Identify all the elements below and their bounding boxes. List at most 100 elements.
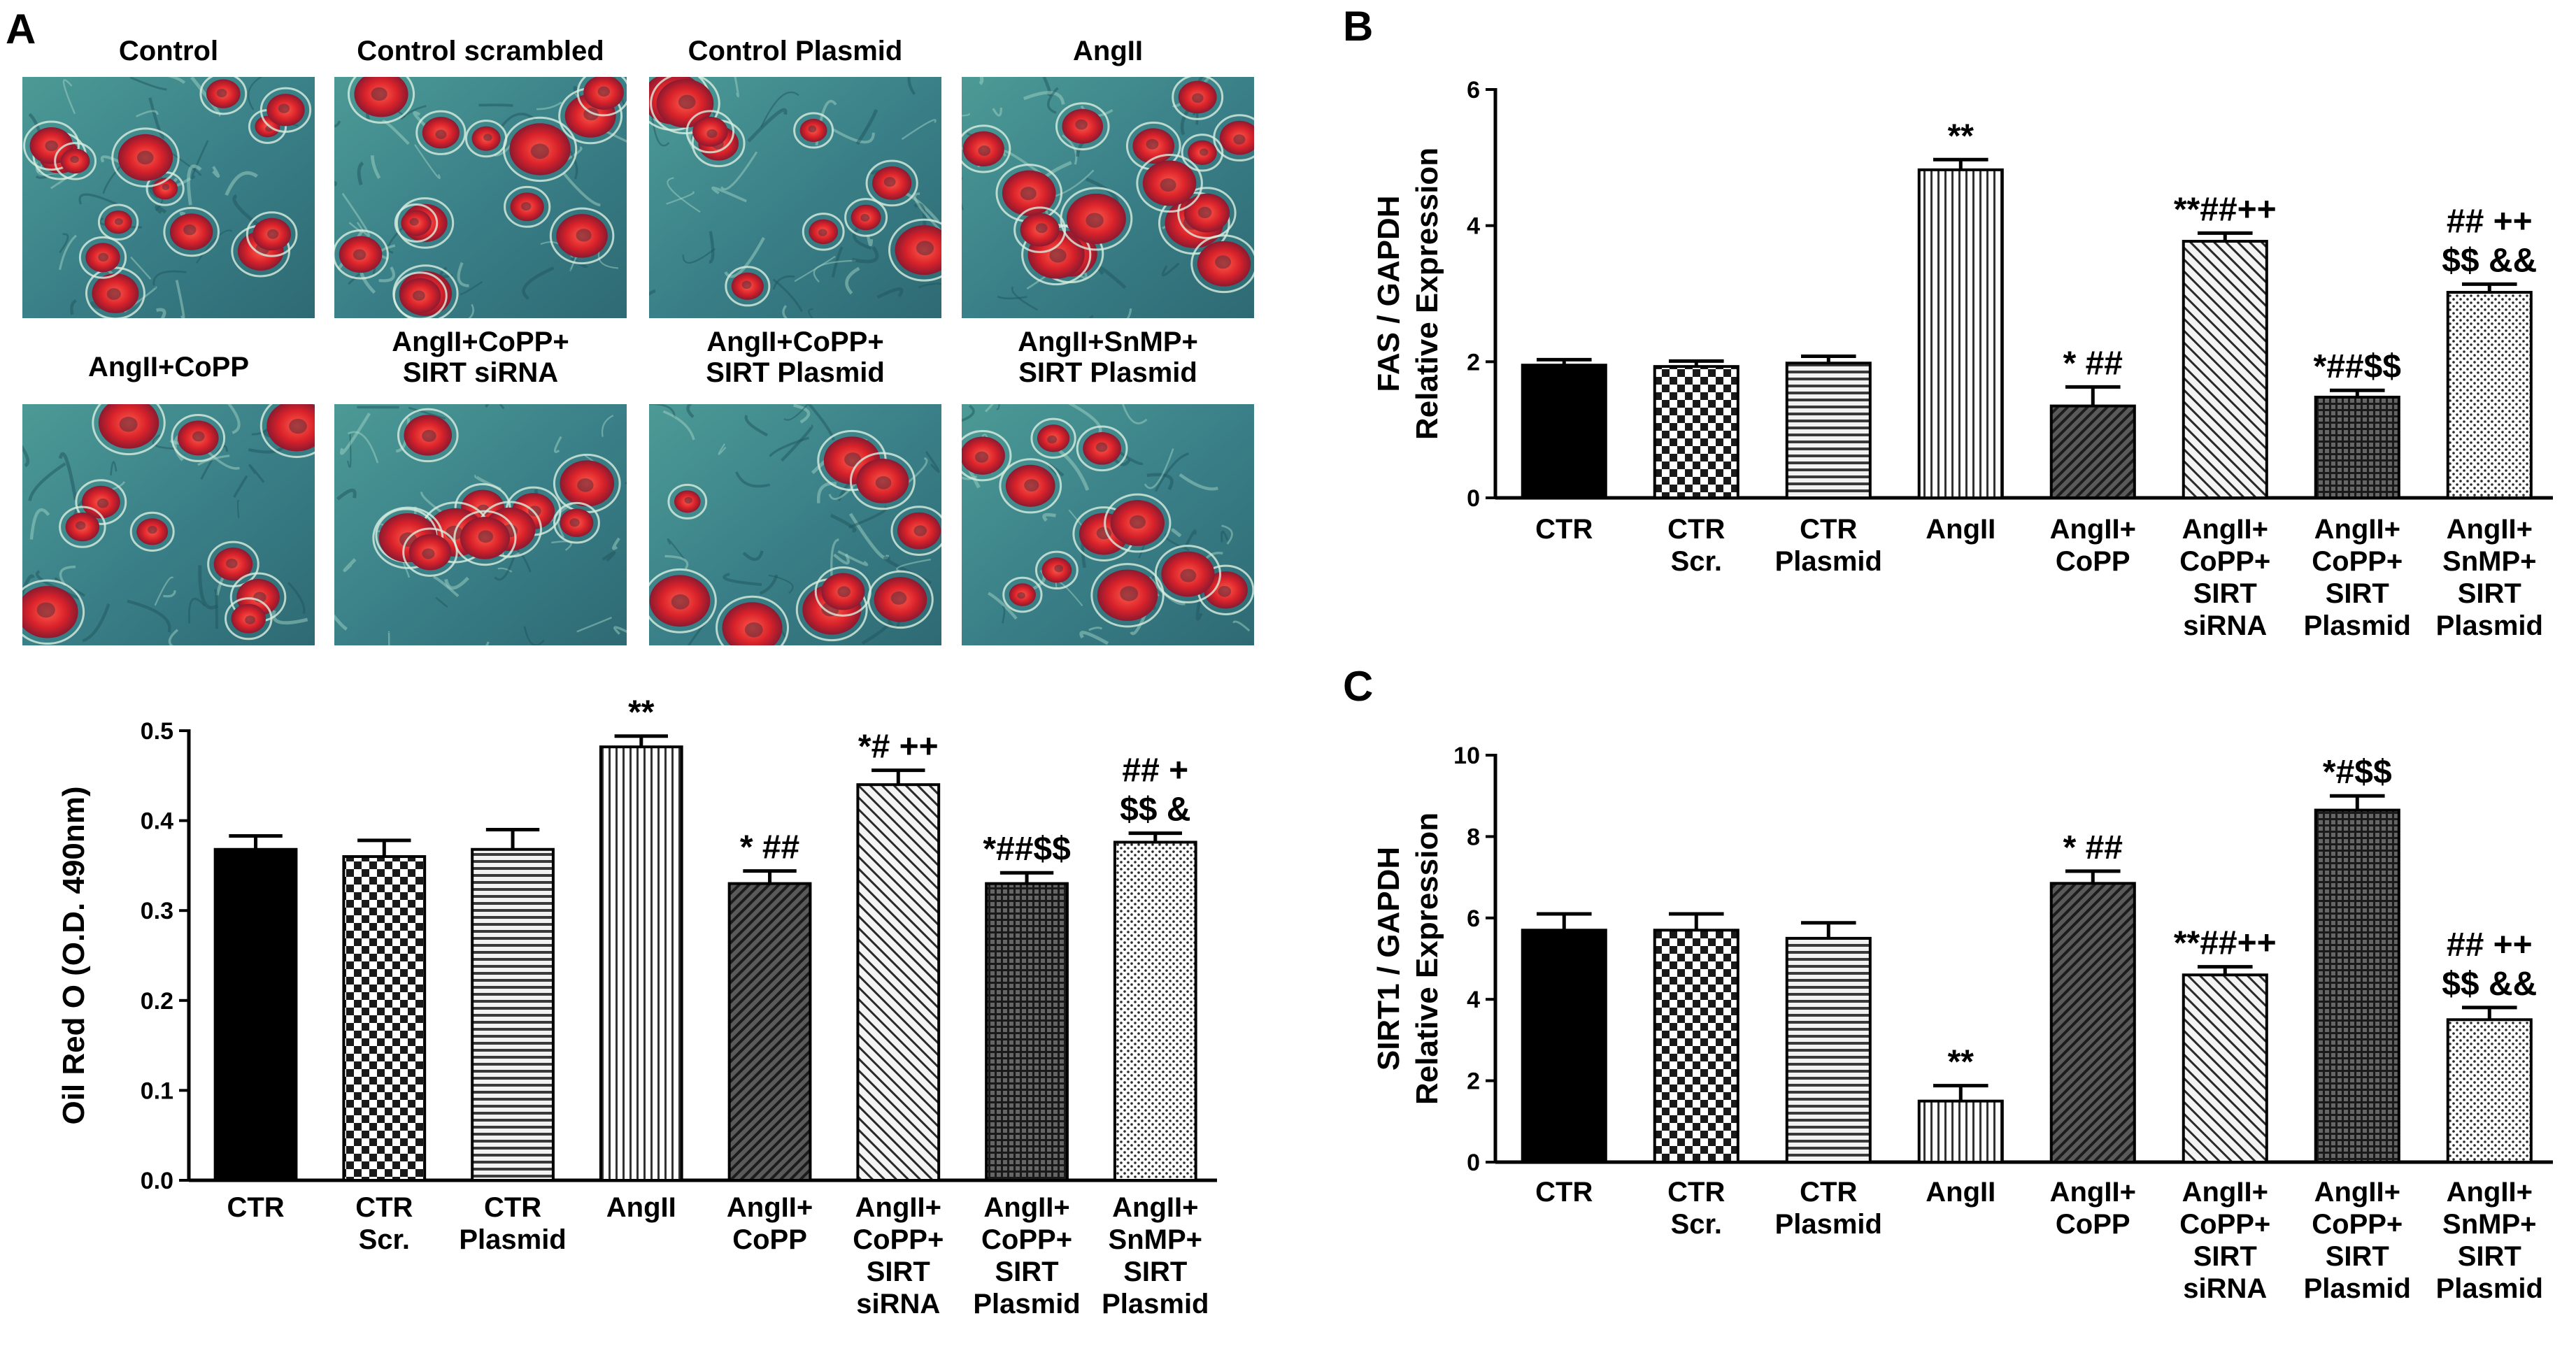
category-label: AngII+ CoPP+ SIRT Plasmid — [973, 1192, 1080, 1319]
significance-label: *# ++ — [858, 729, 939, 766]
bar — [213, 847, 298, 1182]
micrograph-image — [334, 77, 627, 318]
bar — [1917, 168, 2004, 499]
chart-oil-red-o: 0.0 0.1 0.2 0.3 0.4 0.5 Oil Red O (O.D. 490nm)… — [57, 694, 1217, 1319]
bar — [1113, 840, 1197, 1182]
bar — [856, 783, 941, 1182]
bar — [471, 847, 555, 1182]
micrograph-title: AngII — [1073, 36, 1143, 66]
category-label: AngII+ CoPP+ SIRT Plasmid — [2304, 1177, 2411, 1304]
y-axis-subtitle: Relative Expression — [1410, 148, 1444, 440]
significance-label: ## + — [1122, 752, 1188, 789]
significance-label: *##$$ — [983, 831, 1071, 868]
bar — [2049, 882, 2136, 1164]
significance-label: $$ && — [2442, 242, 2537, 279]
category-label: AngII+ SnMP+ SIRT Plasmid — [2436, 1177, 2543, 1304]
bar — [2182, 240, 2268, 499]
bar — [2182, 973, 2268, 1164]
bar — [2446, 291, 2533, 499]
significance-label: **##++ — [2174, 925, 2277, 962]
category-label: CTR Plasmid — [459, 1192, 566, 1255]
bar — [1785, 362, 1872, 500]
category-label: AngII+ CoPP — [2050, 1177, 2136, 1240]
micrograph-title: AngII+CoPP — [88, 352, 249, 382]
category-label: CTR Plasmid — [1775, 1177, 1882, 1240]
category-label: CTR — [1535, 514, 1593, 545]
category-label: CTR — [227, 1192, 284, 1223]
micrograph-image — [22, 404, 315, 645]
micrograph-image — [22, 77, 315, 318]
significance-label: * ## — [2063, 829, 2123, 866]
y-tick-label: 0.4 — [141, 808, 173, 835]
bar — [599, 745, 683, 1182]
micrograph-image — [649, 77, 941, 318]
bar — [1785, 936, 1872, 1164]
bar — [1521, 929, 1607, 1164]
bar — [1917, 1099, 2004, 1164]
bar — [2049, 404, 2136, 499]
panel-letter: B — [1343, 3, 1373, 50]
category-label: CTR Plasmid — [1775, 514, 1882, 577]
y-tick-label: 0.5 — [141, 718, 173, 745]
category-label: AngII+ CoPP+ SIRT Plasmid — [2304, 514, 2411, 641]
bar — [985, 882, 1069, 1182]
category-label: AngII+ SnMP+ SIRT Plasmid — [1102, 1192, 1209, 1319]
micrograph-image — [962, 404, 1254, 645]
significance-label: *#$$ — [2323, 754, 2392, 791]
micrograph-title: AngII+SnMP+ SIRT Plasmid — [1018, 327, 1198, 388]
micrograph-title: Control scrambled — [357, 36, 604, 66]
significance-label: ** — [1948, 117, 1974, 155]
micrograph-title: AngII+CoPP+ SIRT siRNA — [392, 327, 569, 388]
bar — [2446, 1018, 2533, 1164]
significance-label: ** — [1948, 1044, 1974, 1081]
category-label: AngII — [1926, 1177, 1995, 1208]
y-tick-label: 0 — [1467, 1150, 1480, 1176]
micrograph-image — [649, 404, 941, 645]
y-axis-title: Oil Red O (O.D. 490nm) — [57, 786, 91, 1124]
y-tick-label: 6 — [1467, 906, 1480, 932]
micrograph-image — [334, 404, 627, 645]
significance-label: $$ && — [2442, 966, 2537, 1003]
y-tick-label: 2 — [1467, 349, 1480, 375]
bar — [727, 882, 812, 1182]
category-label: AngII — [1926, 514, 1995, 545]
micrograph-title: Control Plasmid — [688, 36, 903, 66]
bar — [342, 855, 427, 1182]
y-tick-label: 8 — [1467, 824, 1480, 850]
y-tick-label: 0.0 — [141, 1168, 173, 1194]
y-tick-label: 10 — [1453, 743, 1480, 769]
bar — [1521, 364, 1607, 500]
chart-fas-gapdh: B 0 2 4 6 FAS / GAPDH Relative Expression CTR CT… — [1343, 3, 2553, 641]
panel-a-letter: A — [6, 6, 36, 52]
category-label: AngII+ SnMP+ SIRT Plasmid — [2436, 514, 2543, 641]
y-axis-title: SIRT1 / GAPDH — [1372, 847, 1406, 1071]
significance-label: *##$$ — [2314, 348, 2402, 385]
y-tick-label: 4 — [1467, 213, 1480, 240]
category-label: AngII+ CoPP+ SIRT siRNA — [2179, 1177, 2270, 1304]
significance-label: **##++ — [2174, 191, 2277, 228]
panel-letter: C — [1343, 663, 1373, 710]
category-label: AngII+ CoPP — [727, 1192, 813, 1255]
category-label: CTR Scr. — [1667, 1177, 1725, 1240]
significance-label: ** — [628, 694, 655, 731]
category-label: AngII+ CoPP+ SIRT siRNA — [853, 1192, 944, 1319]
y-tick-label: 0.1 — [141, 1078, 173, 1104]
micrograph-image — [962, 77, 1254, 318]
bar — [1653, 365, 1739, 499]
y-tick-label: 0.3 — [141, 898, 173, 924]
category-label: AngII — [606, 1192, 676, 1223]
y-tick-label: 2 — [1467, 1068, 1480, 1095]
category-label: AngII+ CoPP — [2050, 514, 2136, 577]
micrograph-title: Control — [119, 36, 218, 66]
significance-label: * ## — [2063, 345, 2123, 382]
significance-label: * ## — [740, 829, 799, 866]
y-axis-subtitle: Relative Expression — [1410, 813, 1444, 1105]
y-tick-label: 0.2 — [141, 988, 173, 1015]
chart-sirt1-gapdh: C 0 2 4 6 8 10 SIRT1 / GAPDH Relative Expression… — [1343, 663, 2553, 1304]
category-label: CTR Scr. — [1667, 514, 1725, 577]
y-tick-label: 6 — [1467, 77, 1480, 103]
y-axis-title: FAS / GAPDH — [1372, 195, 1406, 392]
bar — [1653, 929, 1739, 1164]
bar — [2314, 395, 2400, 499]
